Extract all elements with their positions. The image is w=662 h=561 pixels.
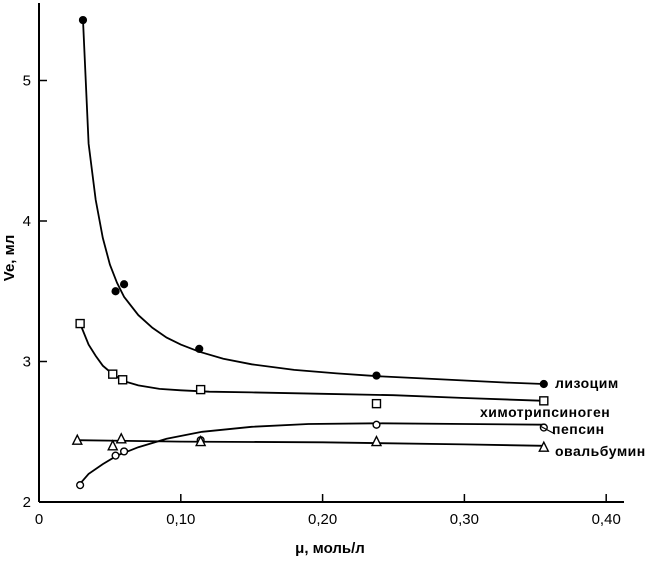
x-tick-label: 0,10 bbox=[166, 511, 195, 528]
data-point-series-3 bbox=[115, 432, 127, 444]
data-point-series-3 bbox=[195, 435, 207, 447]
data-point-series-3 bbox=[71, 433, 83, 445]
data-point-series-1 bbox=[539, 396, 549, 406]
series-label-pepsin: пепсин bbox=[552, 421, 605, 437]
series-label-ovalbumin: овальбумин bbox=[555, 443, 646, 459]
axes bbox=[38, 3, 624, 503]
data-point-series-1 bbox=[108, 369, 118, 379]
data-point-series-3 bbox=[538, 440, 550, 452]
data-point-series-0 bbox=[78, 15, 88, 25]
y-tick-label: 3 bbox=[23, 354, 31, 371]
label-leaders bbox=[539, 425, 556, 435]
series-curves bbox=[77, 20, 544, 485]
y-tick-label: 5 bbox=[23, 73, 31, 90]
data-point-series-3 bbox=[370, 435, 383, 447]
data-point-series-1 bbox=[75, 318, 85, 329]
series-line-1 bbox=[79, 323, 544, 402]
data-point-series-0 bbox=[119, 280, 129, 289]
y-ticks: 2 3 4 5 bbox=[23, 73, 47, 511]
y-tick-label: 2 bbox=[23, 494, 31, 511]
data-point-series-3 bbox=[107, 439, 119, 451]
data-point-series-0 bbox=[111, 287, 120, 296]
data-point-series-2 bbox=[372, 420, 381, 429]
series-markers bbox=[71, 15, 550, 490]
data-point-series-2 bbox=[111, 451, 120, 460]
data-point-series-0 bbox=[539, 379, 548, 389]
data-point-series-1 bbox=[195, 384, 206, 395]
chymotrypsinogen-leader bbox=[539, 425, 556, 435]
y-axis-title: Ve, мл bbox=[1, 235, 18, 281]
x-ticks: 0 0,10 0,20 0,30 0,40 bbox=[35, 494, 621, 528]
series-line-2 bbox=[79, 422, 544, 485]
series-line-0 bbox=[82, 20, 544, 385]
data-point-series-0 bbox=[372, 371, 381, 380]
data-point-series-2 bbox=[76, 481, 85, 490]
data-point-series-0 bbox=[195, 344, 204, 353]
series-labels: лизоцим химотрипсиноген пепсин овальбуми… bbox=[480, 375, 646, 459]
series-line-3 bbox=[77, 439, 544, 447]
data-point-series-1 bbox=[117, 375, 128, 385]
y-tick-label: 4 bbox=[23, 213, 31, 230]
x-tick-label: 0,40 bbox=[592, 511, 621, 528]
data-point-series-1 bbox=[371, 398, 382, 409]
series-label-chymotrypsinogen: химотрипсиноген bbox=[480, 404, 610, 420]
x-tick-label: 0,20 bbox=[308, 511, 337, 528]
x-tick-label: 0 bbox=[35, 511, 43, 528]
series-label-lysozyme: лизоцим bbox=[555, 375, 619, 391]
data-point-series-2 bbox=[119, 447, 129, 456]
x-axis-title: μ, моль/л bbox=[295, 540, 365, 557]
x-tick-label: 0,30 bbox=[450, 511, 479, 528]
